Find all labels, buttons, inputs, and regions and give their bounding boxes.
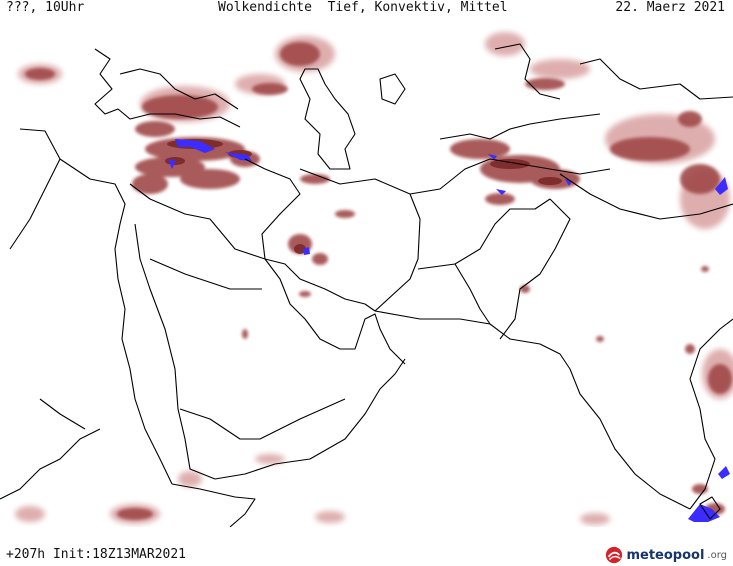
forecast-info: +207h Init:18Z13MAR2021	[6, 547, 187, 562]
run-label: ???, 10Uhr	[6, 0, 85, 15]
map-title: Wolkendichte Tief, Konvektiv, Mittel	[218, 0, 508, 15]
cloud-layer	[15, 32, 733, 525]
brand-suffix: .org	[707, 549, 727, 561]
country-borders	[0, 43, 733, 527]
brand-name: meteopool	[626, 547, 705, 563]
forecast-date: 22. Maerz 2021	[615, 0, 725, 15]
cloud-density-map	[0, 32, 733, 527]
globe-icon	[606, 546, 623, 564]
meteopool-logo: meteopool .org	[605, 544, 727, 566]
